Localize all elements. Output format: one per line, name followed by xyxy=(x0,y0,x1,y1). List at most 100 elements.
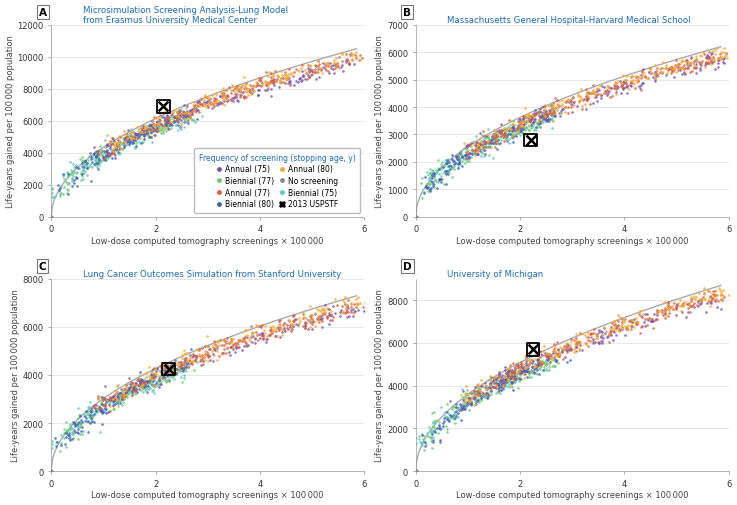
Point xyxy=(196,101,208,109)
Point xyxy=(185,345,197,353)
Point xyxy=(532,120,544,128)
Point xyxy=(152,378,164,386)
Point xyxy=(247,328,259,336)
Point xyxy=(524,113,536,121)
Point xyxy=(621,77,632,85)
Point xyxy=(135,382,147,390)
Point xyxy=(517,365,528,373)
Point xyxy=(317,312,329,320)
Point xyxy=(534,362,545,370)
Point xyxy=(706,59,718,67)
Point xyxy=(82,403,94,411)
Point xyxy=(120,388,132,396)
Point xyxy=(100,148,112,156)
Point xyxy=(422,183,434,191)
Point xyxy=(497,133,509,141)
Point xyxy=(676,71,688,79)
Point xyxy=(547,107,559,115)
Point xyxy=(492,380,504,388)
Point xyxy=(525,373,537,381)
Legend: Annual (75), Biennial (77), Annual (77), Biennial (80), Annual (80), No screenin: Annual (75), Biennial (77), Annual (77),… xyxy=(195,149,360,214)
Point xyxy=(348,50,360,59)
Point xyxy=(134,135,146,143)
Point xyxy=(672,67,684,75)
Point xyxy=(499,126,511,134)
Point xyxy=(423,423,435,431)
Point xyxy=(316,318,328,326)
Point xyxy=(481,390,492,398)
Point xyxy=(543,115,555,123)
Point xyxy=(340,301,352,309)
Point xyxy=(163,368,175,376)
Point xyxy=(154,367,166,375)
Point xyxy=(95,405,107,413)
Point xyxy=(126,383,138,391)
Point xyxy=(335,307,346,315)
Point xyxy=(145,122,157,130)
Point xyxy=(97,394,108,402)
Point xyxy=(201,102,213,110)
Point xyxy=(259,323,271,331)
Point xyxy=(147,370,158,378)
Point xyxy=(493,371,505,379)
Point xyxy=(537,119,549,127)
Point xyxy=(435,163,447,171)
Point xyxy=(526,357,538,365)
Point xyxy=(319,62,331,70)
Point xyxy=(506,120,518,128)
Point xyxy=(203,345,215,353)
Point xyxy=(527,111,539,119)
Point xyxy=(525,113,537,121)
Point xyxy=(545,351,556,360)
Point xyxy=(496,380,508,388)
Point xyxy=(190,105,202,113)
Point xyxy=(556,108,567,116)
Point xyxy=(475,385,486,393)
Point xyxy=(304,66,316,74)
Point xyxy=(146,375,158,383)
Point xyxy=(411,439,422,447)
Point xyxy=(651,71,663,79)
Point xyxy=(49,192,61,200)
Point xyxy=(102,153,113,161)
Point xyxy=(640,316,652,324)
Point xyxy=(335,62,347,70)
Point xyxy=(186,361,198,369)
Point xyxy=(250,83,262,91)
Point xyxy=(551,104,563,112)
Point xyxy=(587,99,599,108)
Point xyxy=(196,351,208,360)
Point xyxy=(329,60,340,68)
Point xyxy=(645,318,657,326)
Point xyxy=(621,90,633,98)
Point xyxy=(99,410,111,418)
Point xyxy=(129,129,141,137)
Point xyxy=(121,138,133,146)
Point xyxy=(459,399,471,408)
Point xyxy=(175,368,187,376)
Point xyxy=(715,291,727,299)
Point xyxy=(506,369,517,377)
Point xyxy=(342,58,354,66)
Point xyxy=(605,324,617,332)
Point xyxy=(300,314,312,322)
Point xyxy=(93,403,105,411)
Point xyxy=(175,364,186,372)
Point xyxy=(537,116,549,124)
Point xyxy=(447,405,458,413)
Point xyxy=(312,313,324,321)
Point xyxy=(511,361,523,369)
Point xyxy=(698,291,710,299)
Point xyxy=(501,370,513,378)
Point xyxy=(148,364,160,372)
Point xyxy=(521,365,533,373)
Point xyxy=(181,105,192,113)
Point xyxy=(518,118,530,126)
Point xyxy=(540,112,552,120)
Point xyxy=(565,337,576,345)
Point xyxy=(161,114,172,122)
Point xyxy=(500,369,511,377)
Point xyxy=(118,128,130,136)
Point xyxy=(413,438,425,446)
Point xyxy=(679,298,691,307)
